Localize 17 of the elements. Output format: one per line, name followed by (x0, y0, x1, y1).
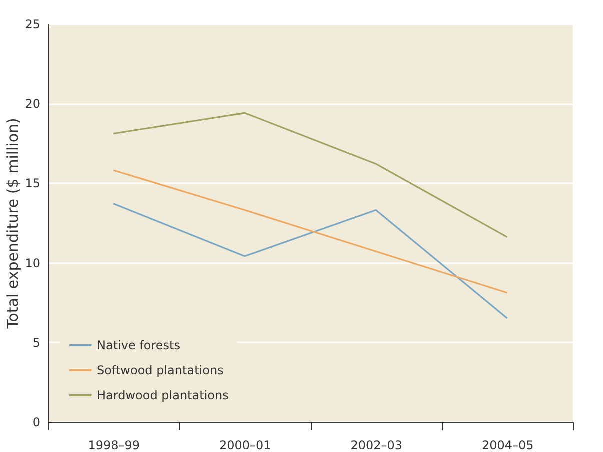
line-series (112, 170, 508, 294)
legend-label: Native forests (97, 338, 180, 352)
x-tick-label: 2000–01 (219, 438, 272, 452)
y-axis-title: Total expenditure ($ million) (4, 118, 22, 330)
y-tick-label: 0 (32, 416, 40, 430)
y-tick-label: 25 (25, 18, 40, 32)
legend-label: Hardwood plantations (97, 388, 229, 402)
line-series (112, 112, 508, 238)
x-tick-label: 2002–03 (350, 438, 403, 452)
y-tick-label: 10 (25, 256, 40, 270)
x-tick-label: 2004–05 (482, 438, 534, 452)
legend-label: Softwood plantations (97, 364, 224, 378)
x-tick-label: 1998–99 (88, 438, 140, 452)
line-series (112, 203, 508, 320)
y-tick-label: 5 (32, 336, 40, 350)
y-tick-label: 20 (25, 97, 40, 112)
y-tick-label: 15 (25, 176, 40, 191)
